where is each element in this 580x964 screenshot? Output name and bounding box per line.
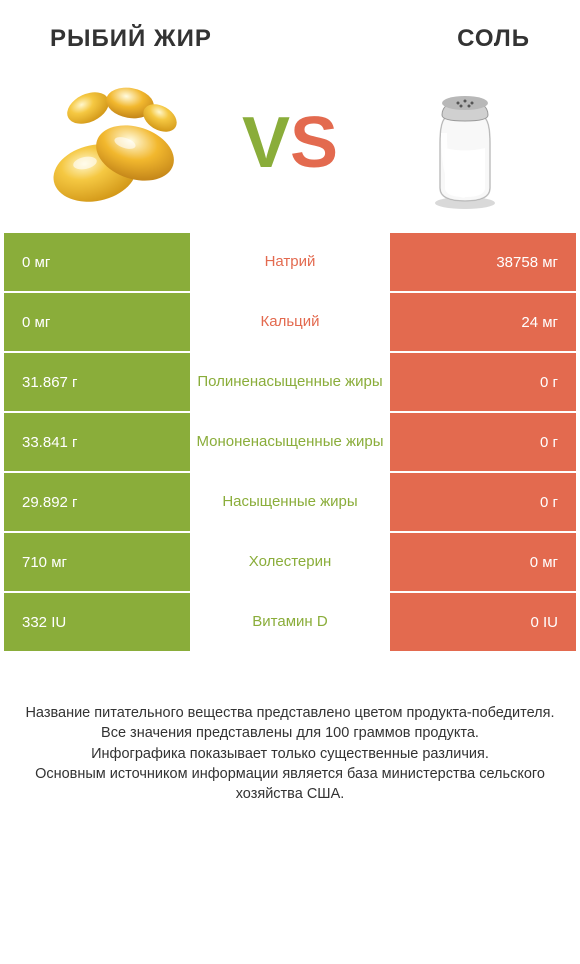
right-value: 0 г <box>390 353 576 411</box>
vs-s: S <box>290 103 338 183</box>
header: РЫБИЙ ЖИР СОЛЬ <box>0 0 580 63</box>
salt-shaker-icon <box>420 73 510 213</box>
left-product-title: РЫБИЙ ЖИР <box>50 25 212 53</box>
table-row: 31.867 г Полиненасыщенные жиры 0 г <box>4 353 576 411</box>
nutrient-label: Витамин D <box>190 593 390 651</box>
footer-line: Название питательного вещества представл… <box>20 703 560 723</box>
vs-label: VS <box>242 102 338 184</box>
left-value: 29.892 г <box>4 473 190 531</box>
nutrient-label: Натрий <box>190 233 390 291</box>
left-value: 0 мг <box>4 293 190 351</box>
nutrient-label: Полиненасыщенные жиры <box>190 353 390 411</box>
table-row: 0 мг Кальций 24 мг <box>4 293 576 351</box>
table-row: 33.841 г Мононенасыщенные жиры 0 г <box>4 413 576 471</box>
table-row: 710 мг Холестерин 0 мг <box>4 533 576 591</box>
right-value: 0 мг <box>390 533 576 591</box>
footer-line: Инфографика показывает только существенн… <box>20 744 560 764</box>
left-value: 332 IU <box>4 593 190 651</box>
footer-line: Все значения представлены для 100 граммо… <box>20 723 560 743</box>
footer-notes: Название питательного вещества представл… <box>0 653 580 824</box>
table-row: 29.892 г Насыщенные жиры 0 г <box>4 473 576 531</box>
right-value: 38758 мг <box>390 233 576 291</box>
left-value: 0 мг <box>4 233 190 291</box>
nutrient-label: Холестерин <box>190 533 390 591</box>
comparison-table: 0 мг Натрий 38758 мг 0 мг Кальций 24 мг … <box>0 233 580 651</box>
left-value: 710 мг <box>4 533 190 591</box>
left-value: 33.841 г <box>4 413 190 471</box>
right-value: 24 мг <box>390 293 576 351</box>
table-row: 332 IU Витамин D 0 IU <box>4 593 576 651</box>
images-row: VS <box>0 63 580 233</box>
right-value: 0 IU <box>390 593 576 651</box>
right-value: 0 г <box>390 473 576 531</box>
vs-v: V <box>242 103 290 183</box>
nutrient-label: Насыщенные жиры <box>190 473 390 531</box>
footer-line: Основным источником информации является … <box>20 764 560 805</box>
right-value: 0 г <box>390 413 576 471</box>
right-product-image <box>390 73 540 213</box>
left-product-image <box>40 73 190 213</box>
left-value: 31.867 г <box>4 353 190 411</box>
nutrient-label: Мононенасыщенные жиры <box>190 413 390 471</box>
table-row: 0 мг Натрий 38758 мг <box>4 233 576 291</box>
right-product-title: СОЛЬ <box>457 25 530 53</box>
nutrient-label: Кальций <box>190 293 390 351</box>
fish-oil-icon <box>40 78 190 208</box>
